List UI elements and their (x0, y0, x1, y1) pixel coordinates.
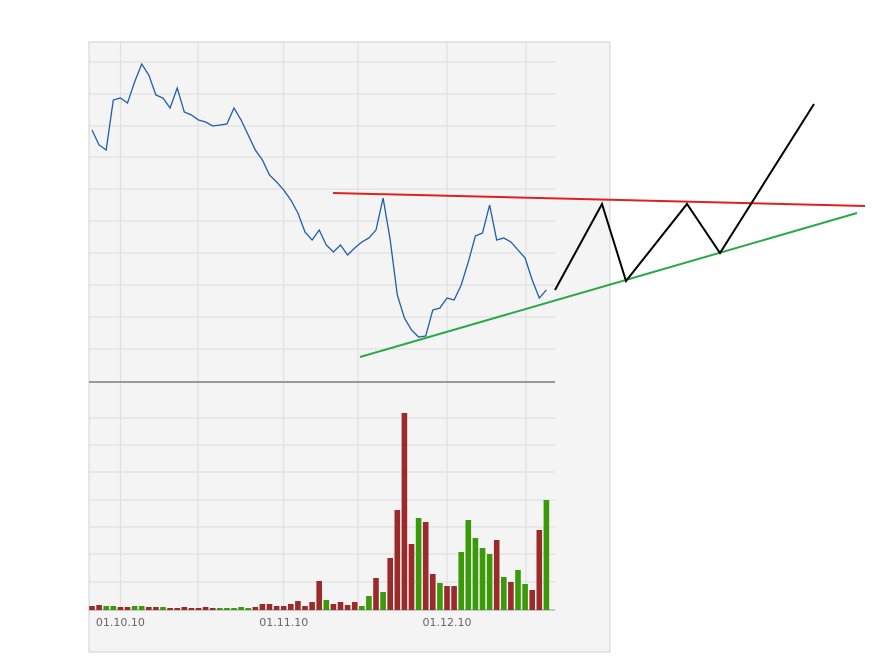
volume-bar (359, 606, 365, 610)
volume-bar (188, 608, 195, 610)
volume-bar (408, 544, 415, 610)
volume-bar (515, 570, 521, 610)
volume-bar (444, 586, 450, 610)
volume-bar (153, 607, 159, 610)
volume-bar (422, 522, 429, 610)
volume-bar (337, 602, 344, 610)
volume-bar (131, 606, 138, 610)
volume-bar (117, 607, 124, 610)
volume-bar (508, 582, 514, 610)
volume-bar (174, 608, 180, 610)
volume-bar (160, 607, 166, 610)
volume-bar (96, 605, 102, 610)
support-line (359, 212, 858, 358)
volume-bar (351, 602, 358, 610)
volume-bar (479, 548, 486, 610)
volume-bar (451, 586, 457, 610)
volume-bar (245, 608, 251, 610)
volume-bar (202, 607, 209, 610)
grid (89, 42, 555, 610)
volume-bar (124, 607, 131, 610)
volume-bar (181, 607, 188, 610)
volume-bar (266, 604, 273, 610)
volume-bar (195, 608, 202, 610)
volume-bar (238, 607, 244, 610)
volume-bar (224, 608, 230, 610)
volume-bar (501, 577, 507, 610)
volume-bar (394, 510, 401, 610)
volume-bar (415, 518, 422, 610)
volume-bar (295, 601, 301, 610)
projection-zigzag (554, 103, 815, 291)
volume-bar (522, 584, 528, 610)
volume-bar (529, 590, 535, 610)
volume-bar (259, 604, 266, 610)
resistance-line (332, 192, 866, 207)
volume-bar (465, 520, 472, 610)
volume-bar (344, 605, 351, 610)
volume-bar (330, 604, 337, 610)
volume-bar (103, 606, 109, 610)
volume-bar (486, 554, 493, 610)
volume-bar (302, 606, 308, 610)
price-line (91, 62, 547, 338)
volume-bar (536, 530, 543, 610)
volume-bar (458, 552, 464, 610)
chart-panel (88, 41, 611, 653)
volume-bar (316, 581, 322, 610)
volume-bar (323, 600, 330, 610)
marks: 01.10.10 01.11.10 01.12.10 (89, 62, 550, 629)
volume-bar (430, 574, 436, 610)
volume-bar (280, 606, 287, 610)
volume-bar (231, 608, 237, 610)
volume-bar (273, 606, 280, 610)
x-tick-label: 01.10.10 (96, 616, 145, 629)
volume-bar (89, 606, 95, 610)
volume-bar (380, 592, 386, 610)
volume-bar (209, 608, 216, 610)
volume-bar (493, 540, 500, 610)
volume-bar (401, 413, 408, 610)
volume-bar (167, 608, 173, 610)
volume-bar (309, 602, 315, 610)
volume-bar (373, 578, 379, 610)
volume-bar (472, 538, 479, 610)
volume-bar (543, 500, 550, 610)
volume-bar (252, 607, 259, 610)
x-tick-label: 01.12.10 (423, 616, 472, 629)
volume-bar (387, 558, 393, 610)
volume-bar (366, 596, 372, 610)
x-tick-label: 01.11.10 (259, 616, 308, 629)
volume-bar (217, 608, 223, 610)
volume-bar (110, 606, 117, 610)
volume-bar (138, 606, 145, 610)
volume-bar (437, 583, 443, 610)
volume-bar (288, 604, 294, 610)
volume-bar (146, 607, 152, 610)
